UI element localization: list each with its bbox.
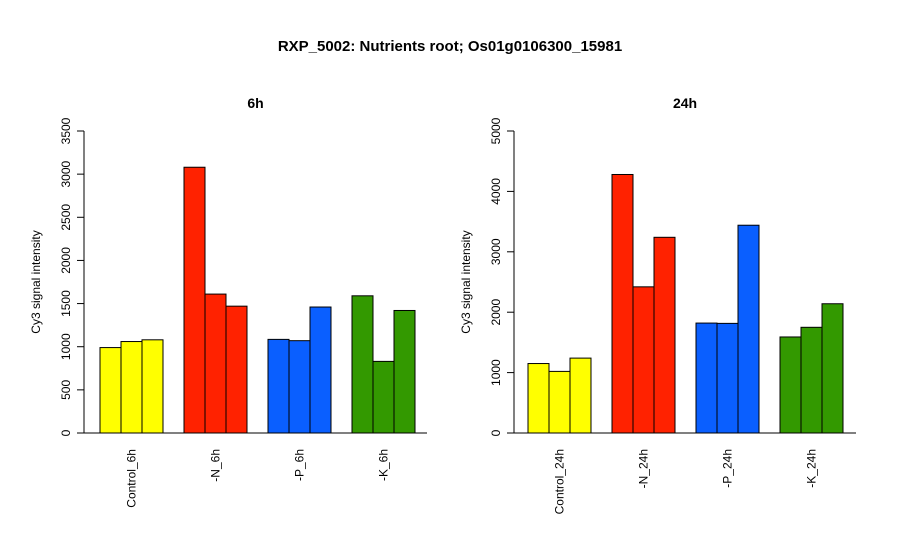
panel-1-bar-3-3 bbox=[309, 306, 332, 434]
panel-1-bar-3-1 bbox=[267, 338, 290, 434]
panel-1-y-axis-label: Cy3 signal intensity bbox=[29, 230, 43, 333]
panel-1-y-tick-label-4: 2000 bbox=[59, 247, 73, 274]
panel-2-bar-1-2 bbox=[548, 370, 571, 434]
panel-2-bar-3-1 bbox=[695, 322, 718, 434]
panel-2-bar-4-3 bbox=[821, 303, 844, 434]
panel-1-bar-1-1 bbox=[99, 347, 122, 434]
main-title: RXP_5002: Nutrients root; Os01g0106300_1… bbox=[277, 38, 623, 55]
panel-1-title: 6h bbox=[247, 95, 263, 111]
panel-2-y-tick-label-2: 2000 bbox=[489, 299, 503, 326]
panel-2-y-tick-label-0: 0 bbox=[489, 429, 503, 436]
panel-2-bar-2-2 bbox=[632, 286, 655, 434]
panel-1-y-tick-label-3: 1500 bbox=[59, 290, 73, 317]
panel-2-category-label-3: -P_24h bbox=[721, 449, 735, 488]
panel-1-bar-1-3 bbox=[141, 339, 164, 434]
panel-1-y-tick-label-2: 1000 bbox=[59, 333, 73, 360]
panel-2-bar-3-2 bbox=[716, 322, 739, 434]
panel-2-bar-4-2 bbox=[800, 326, 823, 434]
panel-2-y-tick-label-1: 1000 bbox=[489, 359, 503, 386]
panel-2-y-axis-label: Cy3 signal intensity bbox=[459, 230, 473, 333]
panel-2-bar-2-1 bbox=[611, 173, 634, 434]
panel-2-y-tick-label-5: 5000 bbox=[489, 117, 503, 144]
panel-2-category-label-2: -N_24h bbox=[637, 449, 651, 488]
panel-1-bar-2-3 bbox=[225, 305, 248, 434]
panel-2-y-tick-label-4: 4000 bbox=[489, 178, 503, 205]
panel-1-category-label-2: -N_6h bbox=[209, 449, 223, 482]
panel-1-y-tick-label-6: 3000 bbox=[59, 160, 73, 187]
panel-1-y-tick-label-1: 500 bbox=[59, 380, 73, 400]
panel-1-bar-2-2 bbox=[204, 293, 227, 434]
panel-2-bar-4-1 bbox=[779, 336, 802, 434]
panel-1-y-tick-label-0: 0 bbox=[59, 429, 73, 436]
panel-1-bar-4-1 bbox=[351, 295, 374, 434]
panel-1-bar-1-2 bbox=[120, 341, 143, 434]
panel-1-category-label-1: Control_6h bbox=[125, 449, 139, 508]
panel-1-bar-3-2 bbox=[288, 340, 311, 434]
panel-2-bar-1-3 bbox=[569, 357, 592, 434]
panel-2-title: 24h bbox=[673, 95, 697, 111]
panel-1-bar-4-3 bbox=[393, 309, 416, 434]
panel-1-bar-4-2 bbox=[372, 360, 395, 434]
panel-2-bar-2-3 bbox=[653, 236, 676, 434]
panel-2-category-label-4: -K_24h bbox=[805, 449, 819, 488]
panel-1-category-label-4: -K_6h bbox=[377, 449, 391, 481]
panel-2-y-tick-label-3: 3000 bbox=[489, 238, 503, 265]
panel-2-bar-3-3 bbox=[737, 224, 760, 434]
panel-2-bar-1-1 bbox=[527, 363, 550, 434]
panel-2-category-label-1: Control_24h bbox=[553, 449, 567, 514]
panel-1-y-tick-label-7: 3500 bbox=[59, 117, 73, 144]
panel-1-y-tick-label-5: 2500 bbox=[59, 204, 73, 231]
panel-1-bar-2-1 bbox=[183, 166, 206, 434]
panel-1-category-label-3: -P_6h bbox=[293, 449, 307, 481]
